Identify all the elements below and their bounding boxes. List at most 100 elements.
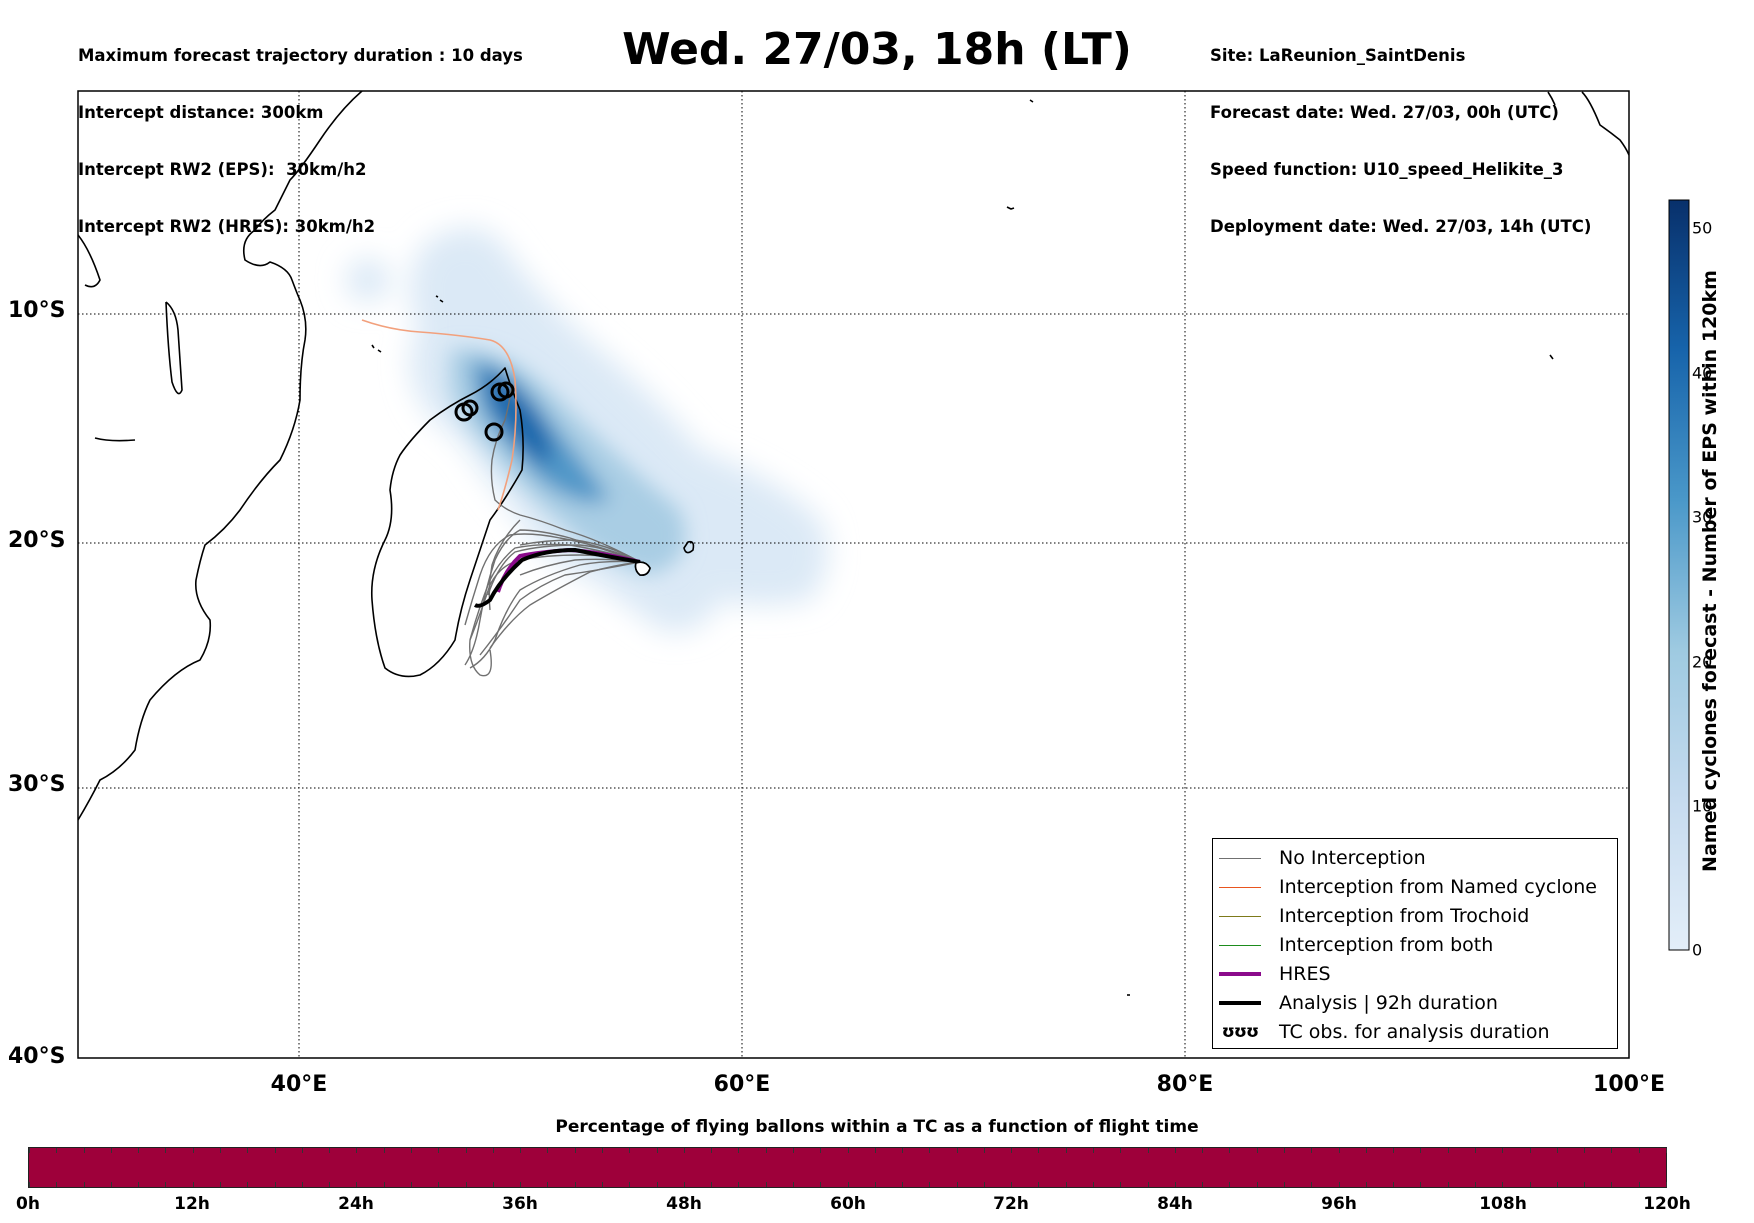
time-bar-minor-tick	[847, 1148, 849, 1153]
legend-label: Analysis | 92h duration	[1279, 992, 1498, 1014]
legend-item-named-cyclone: Interception from Named cyclone	[1219, 874, 1597, 900]
legend-item-no-interception: No Interception	[1219, 845, 1426, 871]
legend-label: TC obs. for analysis duration	[1279, 1021, 1550, 1043]
time-bar-minor-tick	[1256, 1148, 1258, 1153]
time-bar-minor-tick	[29, 1182, 30, 1187]
time-bar-minor-tick	[219, 1182, 221, 1187]
time-bar-minor-tick	[1529, 1148, 1531, 1153]
time-bar-minor-tick	[1093, 1148, 1095, 1153]
param-rw2-hres: Intercept RW2 (HRES): 30km/h2	[78, 217, 376, 236]
lat-tick-40s: 40°S	[8, 1044, 66, 1069]
legend-item-trochoid: Interception from Trochoid	[1219, 903, 1529, 929]
time-bar-minor-tick	[410, 1182, 412, 1187]
time-bar-minor-tick	[1666, 1182, 1667, 1187]
time-bar-minor-tick	[1502, 1182, 1504, 1187]
time-bar-minor-tick	[1284, 1182, 1286, 1187]
time-bar-minor-tick	[983, 1148, 985, 1153]
map-frame	[77, 90, 1630, 1059]
time-bar-minor-tick	[520, 1148, 522, 1153]
speed-function: Speed function: U10_speed_Helikite_3	[1210, 160, 1564, 179]
time-bar-minor-tick	[247, 1148, 249, 1153]
lon-tick-100e: 100°E	[1593, 1072, 1665, 1097]
time-bar-minor-tick	[929, 1182, 931, 1187]
time-bar-minor-tick	[1065, 1148, 1067, 1153]
time-bar-minor-tick	[138, 1148, 140, 1153]
time-bar-minor-tick	[1556, 1148, 1558, 1153]
reunion-island	[634, 561, 651, 576]
legend-swatch	[1219, 915, 1261, 917]
lon-tick-60e: 60°E	[713, 1072, 771, 1097]
time-bar-minor-tick	[274, 1182, 276, 1187]
time-bar-minor-tick	[192, 1148, 194, 1153]
time-bar-minor-tick	[1202, 1148, 1204, 1153]
lat-tick-30s: 30°S	[8, 772, 66, 797]
time-bar-minor-tick	[929, 1148, 931, 1153]
map-legend: No Interception Interception from Named …	[1212, 838, 1618, 1049]
legend-label: HRES	[1279, 963, 1331, 985]
map-gridlines	[78, 91, 1629, 1058]
time-bar-minor-tick	[765, 1182, 767, 1187]
time-bar-minor-tick	[629, 1182, 631, 1187]
time-bar-minor-tick	[138, 1182, 140, 1187]
time-tick: 24h	[338, 1194, 374, 1214]
colorbar-tick-40: 40	[1692, 363, 1713, 383]
time-bar-minor-tick	[983, 1182, 985, 1187]
legend-label: Interception from both	[1279, 934, 1494, 956]
param-intercept-distance: Intercept distance: 300km	[78, 103, 324, 122]
time-bar-minor-tick	[274, 1148, 276, 1153]
time-bar-minor-tick	[1611, 1148, 1613, 1153]
time-bar-minor-tick	[820, 1182, 822, 1187]
time-bar-minor-tick	[56, 1182, 58, 1187]
time-bar-minor-tick	[1393, 1182, 1395, 1187]
deployment-date: Deployment date: Wed. 27/03, 14h (UTC)	[1210, 217, 1592, 236]
colorbar-label: Named cyclones forecast - Number of EPS …	[1699, 270, 1721, 872]
time-bar-minor-tick	[1065, 1182, 1067, 1187]
time-bar-minor-tick	[410, 1148, 412, 1153]
time-bar-minor-tick	[683, 1182, 685, 1187]
time-bar-minor-tick	[1666, 1148, 1667, 1153]
colorbar-tick-20: 20	[1692, 652, 1713, 672]
time-bar-minor-tick	[1420, 1182, 1422, 1187]
analysis-trajectory	[473, 547, 641, 608]
colorbar-tick-0: 0	[1692, 940, 1703, 960]
param-rw2-eps: Intercept RW2 (EPS): 30km/h2	[78, 160, 367, 179]
time-bar-minor-tick	[1174, 1182, 1176, 1187]
time-bar-minor-tick	[1284, 1148, 1286, 1153]
legend-item-analysis: Analysis | 92h duration	[1219, 990, 1498, 1016]
time-bar-minor-tick	[383, 1182, 385, 1187]
colorbar-tick-10: 10	[1692, 796, 1713, 816]
legend-label: Interception from Named cyclone	[1279, 876, 1597, 898]
time-bar-minor-tick	[1011, 1148, 1013, 1153]
time-bar-minor-tick	[192, 1182, 194, 1187]
legend-label: No Interception	[1279, 847, 1426, 869]
time-bar-minor-tick	[83, 1148, 85, 1153]
time-tick: 96h	[1321, 1194, 1357, 1214]
time-bar-minor-tick	[329, 1182, 331, 1187]
time-bar-minor-tick	[1338, 1148, 1340, 1153]
time-bar-minor-tick	[738, 1182, 740, 1187]
time-bar-minor-tick	[1447, 1148, 1449, 1153]
forecast-date: Forecast date: Wed. 27/03, 00h (UTC)	[1210, 103, 1559, 122]
time-bar-minor-tick	[902, 1182, 904, 1187]
time-bar-minor-tick	[1147, 1148, 1149, 1153]
time-bar-minor-tick	[1174, 1148, 1176, 1153]
lon-tick-80e: 80°E	[1156, 1072, 1214, 1097]
lat-tick-20s: 20°S	[8, 528, 66, 553]
time-bar-minor-tick	[110, 1148, 112, 1153]
time-bar-minor-tick	[1393, 1148, 1395, 1153]
time-bar-minor-tick	[1120, 1148, 1122, 1153]
time-bar-minor-tick	[520, 1182, 522, 1187]
time-bar-minor-tick	[1365, 1148, 1367, 1153]
time-bar-minor-tick	[329, 1148, 331, 1153]
time-bar-minor-tick	[1529, 1182, 1531, 1187]
time-tick: 48h	[666, 1194, 702, 1214]
legend-swatch	[1219, 944, 1261, 946]
time-bar-minor-tick	[1584, 1148, 1586, 1153]
time-bar-minor-tick	[820, 1148, 822, 1153]
coastlines	[78, 91, 1629, 996]
time-bar-minor-tick	[683, 1148, 685, 1153]
colorbar	[1668, 199, 1690, 951]
time-bar-minor-tick	[601, 1148, 603, 1153]
tc-obs-symbols	[454, 381, 515, 442]
